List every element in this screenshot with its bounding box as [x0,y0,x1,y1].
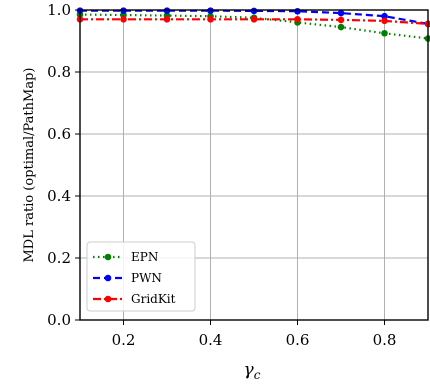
y-tick-label: 0.4 [47,187,71,205]
y-tick-label: 1.0 [47,1,71,19]
y-tick-label: 0.2 [47,249,71,267]
x-axis-label-subscript: c [254,368,261,382]
data-point-pwn [294,7,301,15]
legend-label-epn: EPN [131,250,158,264]
legend-marker-gridkit [104,295,112,303]
x-axis-label-main: γ [244,360,255,380]
y-tick-label: 0.6 [47,125,71,143]
legend-label-gridkit: GridKit [131,292,176,306]
data-point-pwn [337,9,345,17]
series-line-epn [79,13,429,40]
data-point-epn [381,29,388,37]
x-axis-label: γc [244,360,261,382]
data-point-gridkit [381,17,388,25]
series-lines [76,7,430,42]
x-tick-label: 0.8 [373,331,397,349]
x-tick-label: 0.2 [112,331,136,349]
data-point-pwn [381,12,388,20]
data-point-gridkit [207,15,214,23]
y-tick-label: 0.8 [47,63,71,81]
legend-marker-epn [104,253,112,261]
legend-box [86,241,196,312]
data-point-pwn [250,7,258,15]
data-point-gridkit [120,15,127,23]
data-point-gridkit [250,15,258,23]
legend-marker-pwn [104,274,112,282]
data-point-epn [337,23,345,31]
axes [79,9,429,321]
data-point-gridkit [337,16,345,24]
x-tick-label: 0.4 [199,331,223,349]
legend-label-pwn: PWN [131,271,162,285]
plot-frame [79,9,429,321]
data-point-gridkit [163,15,171,23]
y-axis-label: MDL ratio (optimal/PathMap) [22,68,37,263]
series-line-gridkit [80,18,429,25]
x-tick-label: 0.6 [286,331,310,349]
ticks: 0.2 0.4 0.6 0.8 0.0 0.2 0.4 0.6 0.8 1.0 [47,1,396,349]
y-tick-label: 0.0 [47,311,71,329]
data-point-gridkit [294,15,301,23]
legend: EPN PWN GridKit [86,241,196,312]
